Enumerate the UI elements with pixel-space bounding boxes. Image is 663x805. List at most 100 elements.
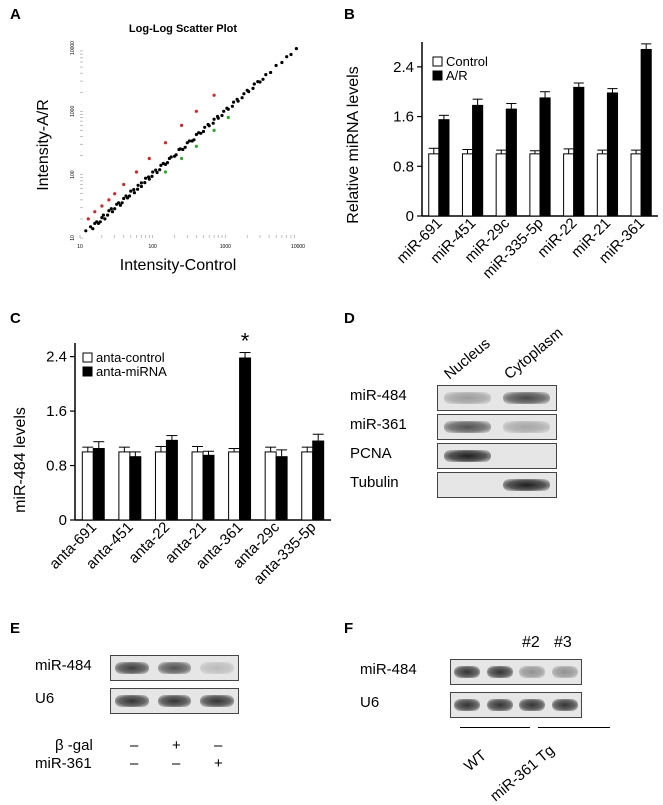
bar-treatment xyxy=(606,92,619,217)
bar-c-y-label: miR-484 levels xyxy=(12,407,29,513)
bar-control xyxy=(191,451,204,521)
blot-panel-f: #2 #3 miR-484 U6 WT miR-361 Tg xyxy=(360,630,663,805)
blot-band xyxy=(157,695,192,707)
scatter-point-unchanged xyxy=(150,174,154,178)
y-tick-label: 0 xyxy=(406,208,414,225)
scatter-point-unchanged xyxy=(181,147,185,152)
blot-band xyxy=(443,450,492,462)
group-underline-tg xyxy=(538,727,610,728)
bar-control xyxy=(563,153,575,217)
x-tick-label: 100 xyxy=(148,244,157,250)
blot-strip xyxy=(450,659,582,685)
scatter-point-unchanged xyxy=(232,100,236,104)
bar-b-y-label: Relative miRNA levels xyxy=(345,66,362,223)
scatter-point-unchanged xyxy=(154,168,158,172)
scatter-plot-panel-a: Log-Log Scatter Plot 10 100 1000 10000 10 100… xyxy=(35,23,305,274)
bar-treatment xyxy=(202,454,215,521)
scatter-point-unchanged xyxy=(269,70,273,75)
scatter-point-unchanged xyxy=(143,181,147,185)
sample-tag: #2 xyxy=(522,634,540,651)
scatter-point-unchanged xyxy=(95,220,99,224)
blot-row-label: U6 xyxy=(360,694,380,711)
bar-control xyxy=(264,451,277,521)
blot-panel-d: Nucleus Cytoplasm miR-484 miR-361 PCNA Tubu… xyxy=(344,324,663,520)
bar-treatment xyxy=(640,48,652,217)
scatter-point-unchanged xyxy=(280,60,284,65)
legend-swatch xyxy=(82,366,93,377)
blot-band xyxy=(454,666,481,678)
scatter-point-up xyxy=(86,217,90,221)
y-tick-label: 0.8 xyxy=(46,458,67,475)
scatter-point-unchanged xyxy=(289,52,293,57)
blot-band xyxy=(443,392,492,404)
legend-label: anta-control xyxy=(96,350,165,365)
scatter-point-down xyxy=(212,128,216,132)
scatter-point-unchanged xyxy=(106,213,110,217)
lane-label-nucleus: Nucleus xyxy=(441,335,494,383)
scatter-point-unchanged xyxy=(100,216,104,220)
blot-strip xyxy=(110,655,239,681)
y-tick-label: 10000 xyxy=(70,41,76,55)
panel-letter-f: F xyxy=(344,620,354,637)
bar-control xyxy=(495,153,507,217)
bar-chart-panel-b: 00.81.62.4miR-691miR-451miR-29cmiR-335-5… xyxy=(345,42,658,282)
x-tick-label: 10 xyxy=(77,244,83,250)
bar-treatment xyxy=(129,456,142,521)
scatter-point-unchanged xyxy=(211,121,215,125)
blot-band xyxy=(551,699,578,711)
scatter-x-label: Intensity-Control xyxy=(120,257,237,274)
panel-letter-d: D xyxy=(344,310,355,327)
scatter-point-unchanged xyxy=(144,176,148,180)
scatter-point-unchanged xyxy=(192,138,196,142)
scatter-point-unchanged xyxy=(84,229,88,233)
scatter-point-unchanged xyxy=(285,55,289,59)
scatter-point-unchanged xyxy=(256,80,260,84)
scatter-point-unchanged xyxy=(127,194,132,198)
scatter-point-unchanged xyxy=(136,187,140,191)
bar-control xyxy=(118,451,131,521)
scatter-point-down xyxy=(163,170,168,174)
condition-mark: + xyxy=(214,755,223,772)
blot-row-label: miR-484 xyxy=(350,387,407,404)
scatter-point-unchanged xyxy=(215,114,220,119)
scatter-point-unchanged xyxy=(139,184,143,189)
bar-control xyxy=(630,153,642,217)
scatter-point-unchanged xyxy=(242,92,246,96)
scatter-point-unchanged xyxy=(194,132,198,137)
scatter-point-down xyxy=(180,156,184,161)
bar-chart-panel-c: 00.81.62.4anta-691anta-451anta-22anta-21… xyxy=(12,329,331,588)
scatter-point-unchanged xyxy=(222,109,226,113)
legend-swatch xyxy=(432,70,443,81)
scatter-point-unchanged xyxy=(109,207,113,211)
condition-mark: + xyxy=(172,737,181,754)
condition-mark: – xyxy=(172,755,181,772)
blot-strip xyxy=(437,414,557,440)
panel-letter-c: C xyxy=(10,310,21,327)
scatter-point-unchanged xyxy=(91,227,95,231)
scatter-point-unchanged xyxy=(132,188,136,192)
blot-band xyxy=(519,666,546,678)
blot-band xyxy=(199,662,234,674)
bar-treatment xyxy=(239,357,252,521)
scatter-point-unchanged xyxy=(203,125,207,129)
group-underline-wt xyxy=(460,727,530,728)
scatter-point-unchanged xyxy=(225,106,229,110)
scatter-point-unchanged xyxy=(129,189,133,193)
blot-row-label: miR-484 xyxy=(35,657,92,674)
y-tick-label: 100 xyxy=(70,170,76,179)
scatter-point-unchanged xyxy=(120,201,124,205)
bar-treatment xyxy=(92,448,105,521)
group-label-wt: WT xyxy=(461,746,490,775)
scatter-point-up xyxy=(122,182,126,187)
blot-band xyxy=(115,662,150,674)
x-tick-label: 10000 xyxy=(291,244,305,250)
blot-strip xyxy=(437,385,557,411)
blot-strip xyxy=(437,472,557,498)
bar-control xyxy=(529,153,541,217)
blot-row-label: miR-361 xyxy=(350,416,407,433)
bar-treatment xyxy=(165,439,178,521)
blot-strip xyxy=(437,443,557,469)
scatter-point-up xyxy=(212,93,216,97)
y-tick-label: 0.8 xyxy=(393,158,414,175)
scatter-point-unchanged xyxy=(212,117,216,121)
